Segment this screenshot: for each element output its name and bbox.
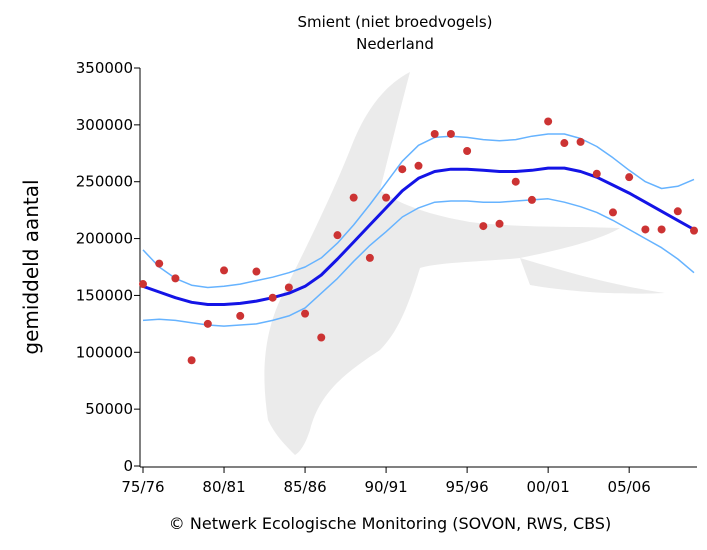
x-tick-label: 05/06	[608, 478, 651, 496]
data-point	[673, 207, 682, 216]
data-point	[252, 267, 261, 276]
data-point	[527, 195, 536, 204]
y-tick-label: 250000	[76, 173, 133, 191]
data-point	[382, 193, 391, 202]
y-axis-label: gemiddeld aantal	[19, 179, 43, 354]
y-tick-label: 200000	[76, 230, 133, 248]
background-bird	[264, 72, 665, 455]
data-point	[268, 293, 277, 302]
y-tick-label: 100000	[76, 343, 133, 361]
data-point	[349, 193, 358, 202]
data-point	[608, 208, 617, 217]
data-point	[560, 139, 569, 148]
data-point	[430, 129, 439, 138]
y-tick-label: 0	[123, 457, 133, 475]
data-point	[171, 274, 180, 283]
chart-subtitle: Nederland	[356, 35, 434, 53]
data-point	[495, 219, 504, 228]
data-point	[236, 311, 245, 320]
chart-title: Smient (niet broedvogels)	[297, 13, 492, 31]
y-tick-label: 300000	[76, 116, 133, 134]
x-tick-label: 00/01	[527, 478, 570, 496]
data-point	[463, 147, 472, 156]
data-point	[625, 173, 634, 182]
data-point	[284, 283, 293, 292]
data-point	[301, 309, 310, 318]
x-tick-label: 85/86	[283, 478, 326, 496]
data-point	[203, 319, 212, 328]
x-tick-label: 90/91	[364, 478, 407, 496]
data-point	[139, 280, 147, 289]
data-point	[220, 266, 229, 275]
data-point	[414, 161, 423, 170]
trend-line	[142, 133, 695, 289]
x-tick-label: 75/76	[121, 478, 164, 496]
x-tick-label: 95/96	[446, 478, 489, 496]
trend-line	[142, 166, 695, 306]
footer: © Netwerk Ecologische Monitoring (SOVON,…	[169, 514, 611, 533]
data-point	[657, 225, 666, 234]
data-point	[187, 356, 196, 365]
data-point	[576, 137, 585, 146]
data-point	[479, 222, 488, 231]
data-point	[544, 117, 553, 126]
data-point	[690, 226, 698, 235]
y-tick-label: 50000	[85, 400, 133, 418]
data-point	[333, 231, 342, 240]
trend-line	[142, 198, 695, 327]
data-point	[446, 129, 455, 138]
data-point	[398, 165, 407, 174]
data-point	[317, 333, 326, 342]
data-point	[592, 169, 601, 178]
data-point	[365, 253, 374, 262]
data-point	[511, 177, 520, 186]
y-tick-label: 150000	[76, 286, 133, 304]
x-tick-label: 80/81	[202, 478, 245, 496]
data-point	[155, 259, 164, 268]
data-point	[641, 225, 650, 234]
y-tick-label: 350000	[76, 59, 133, 77]
